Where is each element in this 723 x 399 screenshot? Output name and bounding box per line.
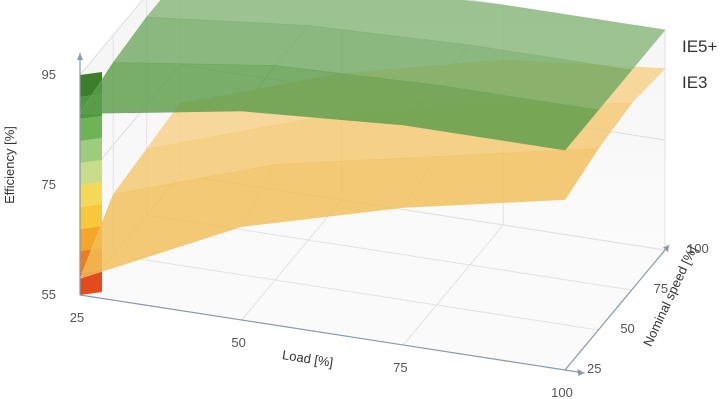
colorbar-band <box>80 182 102 207</box>
series-label-ie5: IE5+ <box>682 37 718 56</box>
y-axis-arrow <box>663 245 669 253</box>
surface-patch <box>112 16 309 66</box>
x-tick-label: 50 <box>231 335 245 350</box>
x-axis-line <box>79 294 585 374</box>
colorbar-band <box>80 160 102 185</box>
z-tick-label: 95 <box>42 67 56 82</box>
series-label-ie3: IE3 <box>682 73 708 92</box>
colorbar-band <box>80 116 102 141</box>
colorbar-band <box>80 204 102 229</box>
y-tick-label: 25 <box>587 361 601 376</box>
surface-patch <box>402 84 599 151</box>
x-axis-title: Load [%] <box>281 347 334 370</box>
y-tick-label: 75 <box>654 281 668 296</box>
x-tick-label: 100 <box>551 385 573 399</box>
y-tick-label: 50 <box>620 321 634 336</box>
y-axis-line <box>564 244 670 371</box>
surface-ie5 <box>79 0 666 151</box>
z-axis-title: Efficiency [%] <box>2 126 17 204</box>
surfaces <box>79 0 666 279</box>
x-tick-label: 25 <box>70 310 84 325</box>
series-labels: IE5+ IE3 <box>682 37 718 92</box>
z-tick-label: 75 <box>42 177 56 192</box>
surface-patch <box>402 148 599 208</box>
tick-labels: 55 75 95 25 50 75 100 25 50 75 100 <box>42 67 709 399</box>
z-axis-arrow <box>77 53 83 60</box>
colorbar-band <box>80 138 102 163</box>
y-tick-label: 100 <box>687 241 709 256</box>
axes <box>77 53 670 376</box>
x-axis-arrow <box>577 369 585 376</box>
z-tick-label: 55 <box>42 287 56 302</box>
x-tick-label: 75 <box>393 360 407 375</box>
